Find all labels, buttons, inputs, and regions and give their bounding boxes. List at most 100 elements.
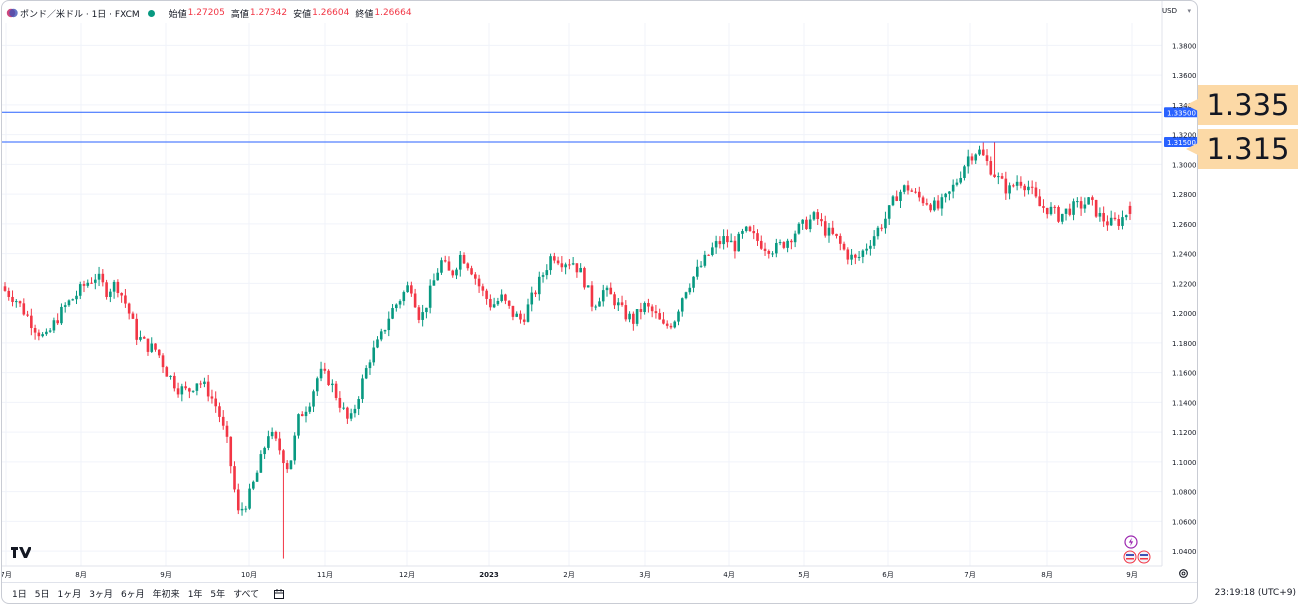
candle-body	[910, 190, 914, 192]
candle-body	[1117, 219, 1121, 226]
range-button-1y[interactable]: 1年	[187, 590, 203, 600]
low-label: 安値	[293, 9, 312, 20]
candle-body	[831, 227, 835, 234]
candle-body	[101, 273, 105, 283]
candle-body	[1072, 201, 1075, 215]
timezone-clock[interactable]: 23:19:18 (UTC+9)	[1214, 588, 1296, 598]
candle-body	[703, 254, 707, 266]
candle-body	[94, 279, 97, 283]
candle-body	[914, 191, 917, 193]
candle-body	[477, 278, 481, 287]
gear-icon[interactable]	[1178, 568, 1189, 579]
candle-body	[628, 313, 631, 320]
candle-body	[504, 294, 507, 301]
candle-body	[451, 270, 455, 276]
candle-body	[579, 267, 582, 273]
candle-body	[677, 311, 680, 322]
candle-body	[312, 391, 315, 407]
candle-body	[244, 508, 248, 510]
economic-events-icon[interactable]	[1122, 550, 1152, 564]
candle-body	[368, 362, 372, 369]
candle-body	[827, 227, 831, 236]
candle-body	[955, 182, 959, 185]
candle-body	[195, 383, 199, 391]
price-tick-label: 1.34000	[1172, 102, 1197, 110]
candle-body	[500, 294, 503, 302]
candle-body	[639, 309, 643, 313]
chevron-down-icon[interactable]: ▾	[1187, 7, 1191, 15]
candle-body	[146, 338, 150, 352]
time-tick-label: 10月	[241, 571, 257, 579]
candle-body	[82, 284, 86, 286]
candle-body	[184, 386, 187, 389]
candle-body	[665, 323, 669, 326]
price-tick-label: 1.30000	[1172, 161, 1197, 169]
candle-body	[1034, 187, 1038, 197]
currency-selector[interactable]: USD	[1162, 7, 1177, 15]
candle-body	[308, 406, 312, 412]
candle-body	[752, 231, 756, 234]
candle-body	[1049, 206, 1053, 215]
candle-body	[929, 204, 932, 211]
chart-frame: 1.33500 1.31500 1.38000 1.36000 1.34000 1.32…	[1, 0, 1198, 604]
candle-body	[327, 370, 330, 386]
candle-body	[522, 319, 526, 322]
candle-body	[18, 301, 22, 304]
candle-body	[880, 227, 883, 229]
candle-body	[357, 399, 360, 409]
range-button-1m[interactable]: 1ヶ月	[57, 590, 82, 600]
candle-body	[1098, 213, 1102, 217]
price-tick-label: 1.12000	[1172, 429, 1197, 437]
calendar-goto-icon[interactable]	[273, 588, 285, 600]
candle-body	[688, 287, 692, 293]
candle-body	[127, 303, 131, 314]
range-button-1d[interactable]: 1日	[12, 590, 27, 600]
candle-body	[696, 266, 699, 277]
candle-body	[598, 301, 601, 307]
lightning-icon[interactable]	[1124, 535, 1138, 549]
candle-body	[1019, 181, 1023, 186]
candle-body	[970, 156, 974, 161]
candle-body	[944, 193, 947, 198]
candle-body	[684, 292, 688, 299]
candle-body	[793, 233, 797, 243]
price-chart[interactable]: 1.33500 1.31500 1.38000 1.36000 1.34000 1.32…	[2, 1, 1197, 603]
candle-body	[383, 330, 387, 332]
candle-body	[364, 368, 368, 379]
candle-body	[391, 308, 394, 319]
tradingview-logo[interactable]	[11, 547, 32, 563]
candle-body	[7, 290, 11, 297]
high-label: 高値	[230, 9, 249, 20]
candle-body	[75, 295, 78, 300]
candle-body	[342, 407, 345, 409]
candle-body	[361, 378, 364, 400]
range-button-3m[interactable]: 3ヶ月	[89, 590, 113, 600]
range-button-5y[interactable]: 5年	[210, 590, 226, 600]
candle-body	[601, 290, 605, 302]
candle-body	[530, 292, 534, 305]
candle-body	[553, 256, 556, 261]
candle-body	[161, 355, 165, 368]
candle-body	[203, 381, 206, 385]
candle-body	[421, 312, 424, 320]
candle-body	[1076, 201, 1079, 203]
price-tick-label: 1.36000	[1172, 72, 1197, 80]
range-button-all[interactable]: すべて	[233, 590, 260, 600]
candle-body	[1027, 186, 1030, 191]
candle-body	[267, 436, 270, 448]
time-tick-label: 8月	[1041, 571, 1052, 579]
range-button-5d[interactable]: 5日	[34, 590, 50, 600]
candle-body	[680, 298, 684, 312]
candle-body	[395, 304, 398, 309]
candle-body	[963, 166, 966, 178]
range-button-ytd[interactable]: 年初来	[152, 590, 180, 600]
candle-body	[748, 226, 752, 232]
candle-body	[496, 301, 500, 305]
symbol-title[interactable]: ポンド／米ドル · 1日 · FXCM	[20, 9, 140, 20]
price-tick-label: 1.38000	[1172, 42, 1197, 50]
candle-body	[458, 254, 462, 270]
open-value: 1.27205	[187, 8, 225, 18]
range-button-6m[interactable]: 6ヶ月	[120, 590, 145, 600]
candle-body	[718, 241, 722, 245]
candle-body	[97, 273, 101, 280]
